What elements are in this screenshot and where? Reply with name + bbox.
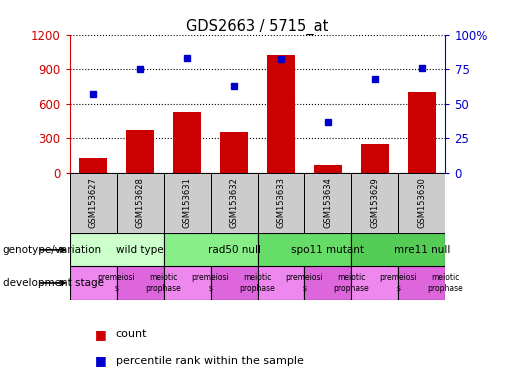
Bar [164, 172, 211, 233]
Bar [79, 157, 107, 172]
Title: GDS2663 / 5715_at: GDS2663 / 5715_at [186, 18, 329, 35]
Text: wild type: wild type [116, 245, 164, 255]
Bar [304, 266, 352, 300]
Text: ■: ■ [95, 328, 111, 341]
Bar [70, 266, 116, 300]
Bar [70, 172, 116, 233]
Bar [258, 266, 304, 300]
Bar [126, 130, 154, 172]
Text: meiotic
prophase: meiotic prophase [146, 273, 181, 293]
Bar [116, 266, 164, 300]
Bar [164, 266, 211, 300]
Text: GSM153628: GSM153628 [135, 177, 145, 228]
Text: GSM153629: GSM153629 [370, 177, 380, 228]
Bar [70, 233, 164, 266]
Text: meiotic
prophase: meiotic prophase [334, 273, 369, 293]
Bar [173, 112, 201, 172]
Bar [220, 132, 248, 172]
Bar [211, 266, 258, 300]
Text: development stage: development stage [3, 278, 104, 288]
Bar [258, 172, 304, 233]
Text: GSM153631: GSM153631 [182, 177, 192, 228]
Bar [352, 266, 399, 300]
Text: percentile rank within the sample: percentile rank within the sample [116, 356, 304, 366]
Text: GSM153630: GSM153630 [418, 177, 426, 228]
Text: rad50 null: rad50 null [208, 245, 261, 255]
Text: premeiosi
s: premeiosi s [286, 273, 323, 293]
Text: premeiosi
s: premeiosi s [98, 273, 135, 293]
Bar [352, 233, 445, 266]
Bar [352, 172, 399, 233]
Bar [211, 172, 258, 233]
Text: premeiosi
s: premeiosi s [380, 273, 417, 293]
Text: spo11 mutant: spo11 mutant [291, 245, 365, 255]
Text: ■: ■ [95, 354, 111, 367]
Text: GSM153632: GSM153632 [230, 177, 238, 228]
Bar [258, 233, 352, 266]
Bar [304, 172, 352, 233]
Bar [361, 144, 389, 172]
Text: genotype/variation: genotype/variation [3, 245, 101, 255]
Text: mre11 null: mre11 null [394, 245, 450, 255]
Bar [399, 172, 445, 233]
Bar [267, 55, 295, 172]
Text: GSM153634: GSM153634 [323, 177, 333, 228]
Text: GSM153633: GSM153633 [277, 177, 285, 228]
Text: premeiosi
s: premeiosi s [192, 273, 229, 293]
Bar [408, 92, 436, 172]
Bar [399, 266, 445, 300]
Bar [314, 164, 342, 172]
Bar [164, 233, 258, 266]
Text: count: count [116, 329, 147, 339]
Text: meiotic
prophase: meiotic prophase [427, 273, 464, 293]
Bar [116, 172, 164, 233]
Text: GSM153627: GSM153627 [89, 177, 97, 228]
Text: meiotic
prophase: meiotic prophase [239, 273, 276, 293]
